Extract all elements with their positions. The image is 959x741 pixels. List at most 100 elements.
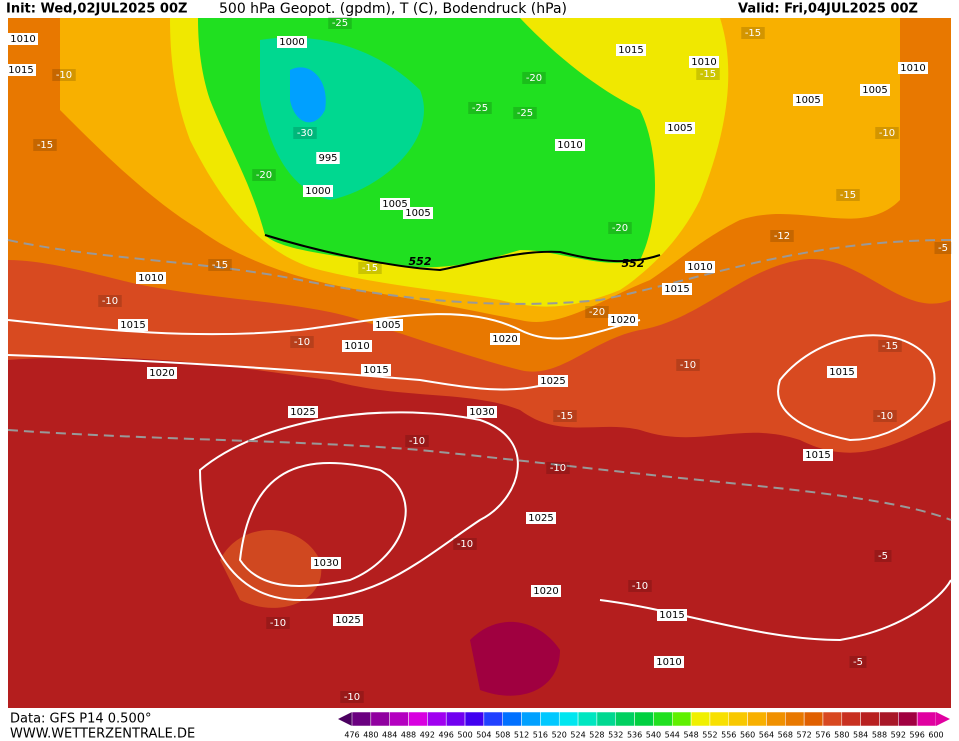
pressure-label: 1015 — [805, 450, 830, 461]
temperature-label: -20 — [256, 170, 272, 181]
init-time: Init: Wed,02JUL2025 00Z — [6, 2, 187, 17]
pressure-label: 1020 — [533, 586, 558, 597]
temperature-label: -25 — [517, 108, 533, 119]
legend-label: 600 — [928, 731, 943, 740]
temperature-label: -10 — [409, 436, 425, 447]
temperature-label-box — [328, 17, 352, 29]
pressure-label-box — [316, 152, 340, 164]
pressure-label: 1010 — [557, 140, 582, 151]
pressure-label: 1010 — [656, 657, 681, 668]
map-title: 500 hPa Geopot. (gpdm), T (C), Bodendruc… — [219, 1, 567, 17]
valid-time: Valid: Fri,04JUL2025 00Z — [738, 2, 918, 17]
legend-swatch — [389, 711, 409, 727]
temperature-label: -20 — [526, 73, 542, 84]
pressure-label-box — [333, 614, 363, 626]
legend-swatch — [672, 711, 692, 727]
legend-swatch — [822, 711, 843, 727]
pressure-label-box — [118, 319, 148, 331]
contour-labels: 1010101510009951000100510051015101010101… — [6, 17, 952, 703]
pressure-label-box — [303, 185, 333, 197]
pressure-label-box — [277, 36, 307, 48]
pressure-label: 1020 — [492, 334, 517, 345]
pressure-label-box — [6, 64, 36, 76]
legend-label: 576 — [815, 731, 830, 740]
pressure-label-box — [555, 139, 585, 151]
pressure-label: 1010 — [687, 262, 712, 273]
temperature-label-box — [33, 139, 57, 151]
pressure-label: 1015 — [829, 367, 854, 378]
temperature-label: -30 — [297, 128, 313, 139]
pressure-label: 1010 — [344, 341, 369, 352]
temperature-label-box — [676, 359, 700, 371]
temperature-label-box — [252, 169, 276, 181]
pressure-label: 1025 — [540, 376, 565, 387]
legend-label: 504 — [476, 731, 491, 740]
temperature-label-box — [553, 410, 577, 422]
pressure-label-box — [608, 314, 638, 326]
temperature-label-box — [836, 189, 860, 201]
temperature-label: -10 — [270, 618, 286, 629]
geopotential-label: 552 — [409, 255, 432, 268]
temperature-label-box — [873, 410, 897, 422]
pressure-label-box — [860, 84, 890, 96]
legend-label: 492 — [420, 731, 435, 740]
pressure-label: 1025 — [528, 513, 553, 524]
temperature-label-box — [874, 550, 892, 562]
site-name: WWW.WETTERZENTRALE.DE — [10, 727, 195, 741]
pressure-label-box — [685, 261, 715, 273]
temperature-label: -15 — [882, 341, 898, 352]
pressure-label-box — [898, 62, 928, 74]
legend-label: 496 — [439, 731, 454, 740]
legend-arrow — [936, 712, 950, 726]
temperature-label: -15 — [745, 28, 761, 39]
legend-label: 488 — [401, 731, 416, 740]
pressure-label: 1030 — [313, 558, 338, 569]
temperature-label-box — [266, 617, 290, 629]
temperature-label-box — [52, 69, 76, 81]
temperature-label: -15 — [840, 190, 856, 201]
temperature-label-box — [585, 306, 609, 318]
pressure-label-box — [467, 406, 497, 418]
temperature-label-box — [290, 336, 314, 348]
legend-label: 588 — [872, 731, 887, 740]
legend-label: 560 — [740, 731, 755, 740]
temperature-label: -20 — [589, 307, 605, 318]
temperature-label: -15 — [557, 411, 573, 422]
temperature-label-box — [770, 230, 794, 242]
temperature-label-box — [98, 295, 122, 307]
legend-label: 592 — [891, 731, 906, 740]
pressure-label: 1005 — [405, 208, 430, 219]
legend-label: 556 — [721, 731, 736, 740]
pressure-label-box — [526, 512, 556, 524]
pressure-label: 1005 — [862, 85, 887, 96]
pressure-label-box — [803, 449, 833, 461]
temperature-label-box — [293, 127, 317, 139]
legend-swatch — [615, 711, 635, 727]
pressure-label-box — [380, 198, 410, 210]
legend-swatch — [558, 711, 579, 727]
temperature-label-box — [546, 462, 570, 474]
legend-label: 584 — [853, 731, 868, 740]
legend-swatch — [351, 711, 372, 727]
legend-label: 540 — [646, 731, 661, 740]
pressure-label-box — [689, 56, 719, 68]
pressure-label-box — [793, 94, 823, 106]
pressure-label-box — [147, 367, 177, 379]
legend-label: 532 — [608, 731, 623, 740]
legend-label: 548 — [683, 731, 698, 740]
legend-swatch — [860, 711, 880, 727]
temperature-label: -10 — [879, 128, 895, 139]
legend-label: 476 — [344, 731, 359, 740]
pressure-label: 1020 — [610, 315, 635, 326]
temperature-label-box — [628, 580, 652, 592]
pressure-label: 1005 — [795, 95, 820, 106]
pressure-label: 1005 — [667, 123, 692, 134]
pressure-label-box — [665, 122, 695, 134]
temperature-label-box — [878, 340, 902, 352]
temperature-label-box — [608, 222, 632, 234]
pressure-label: 1025 — [335, 615, 360, 626]
legend-swatch — [596, 711, 616, 727]
temperature-label-box — [340, 691, 364, 703]
legend-swatch — [521, 711, 541, 727]
